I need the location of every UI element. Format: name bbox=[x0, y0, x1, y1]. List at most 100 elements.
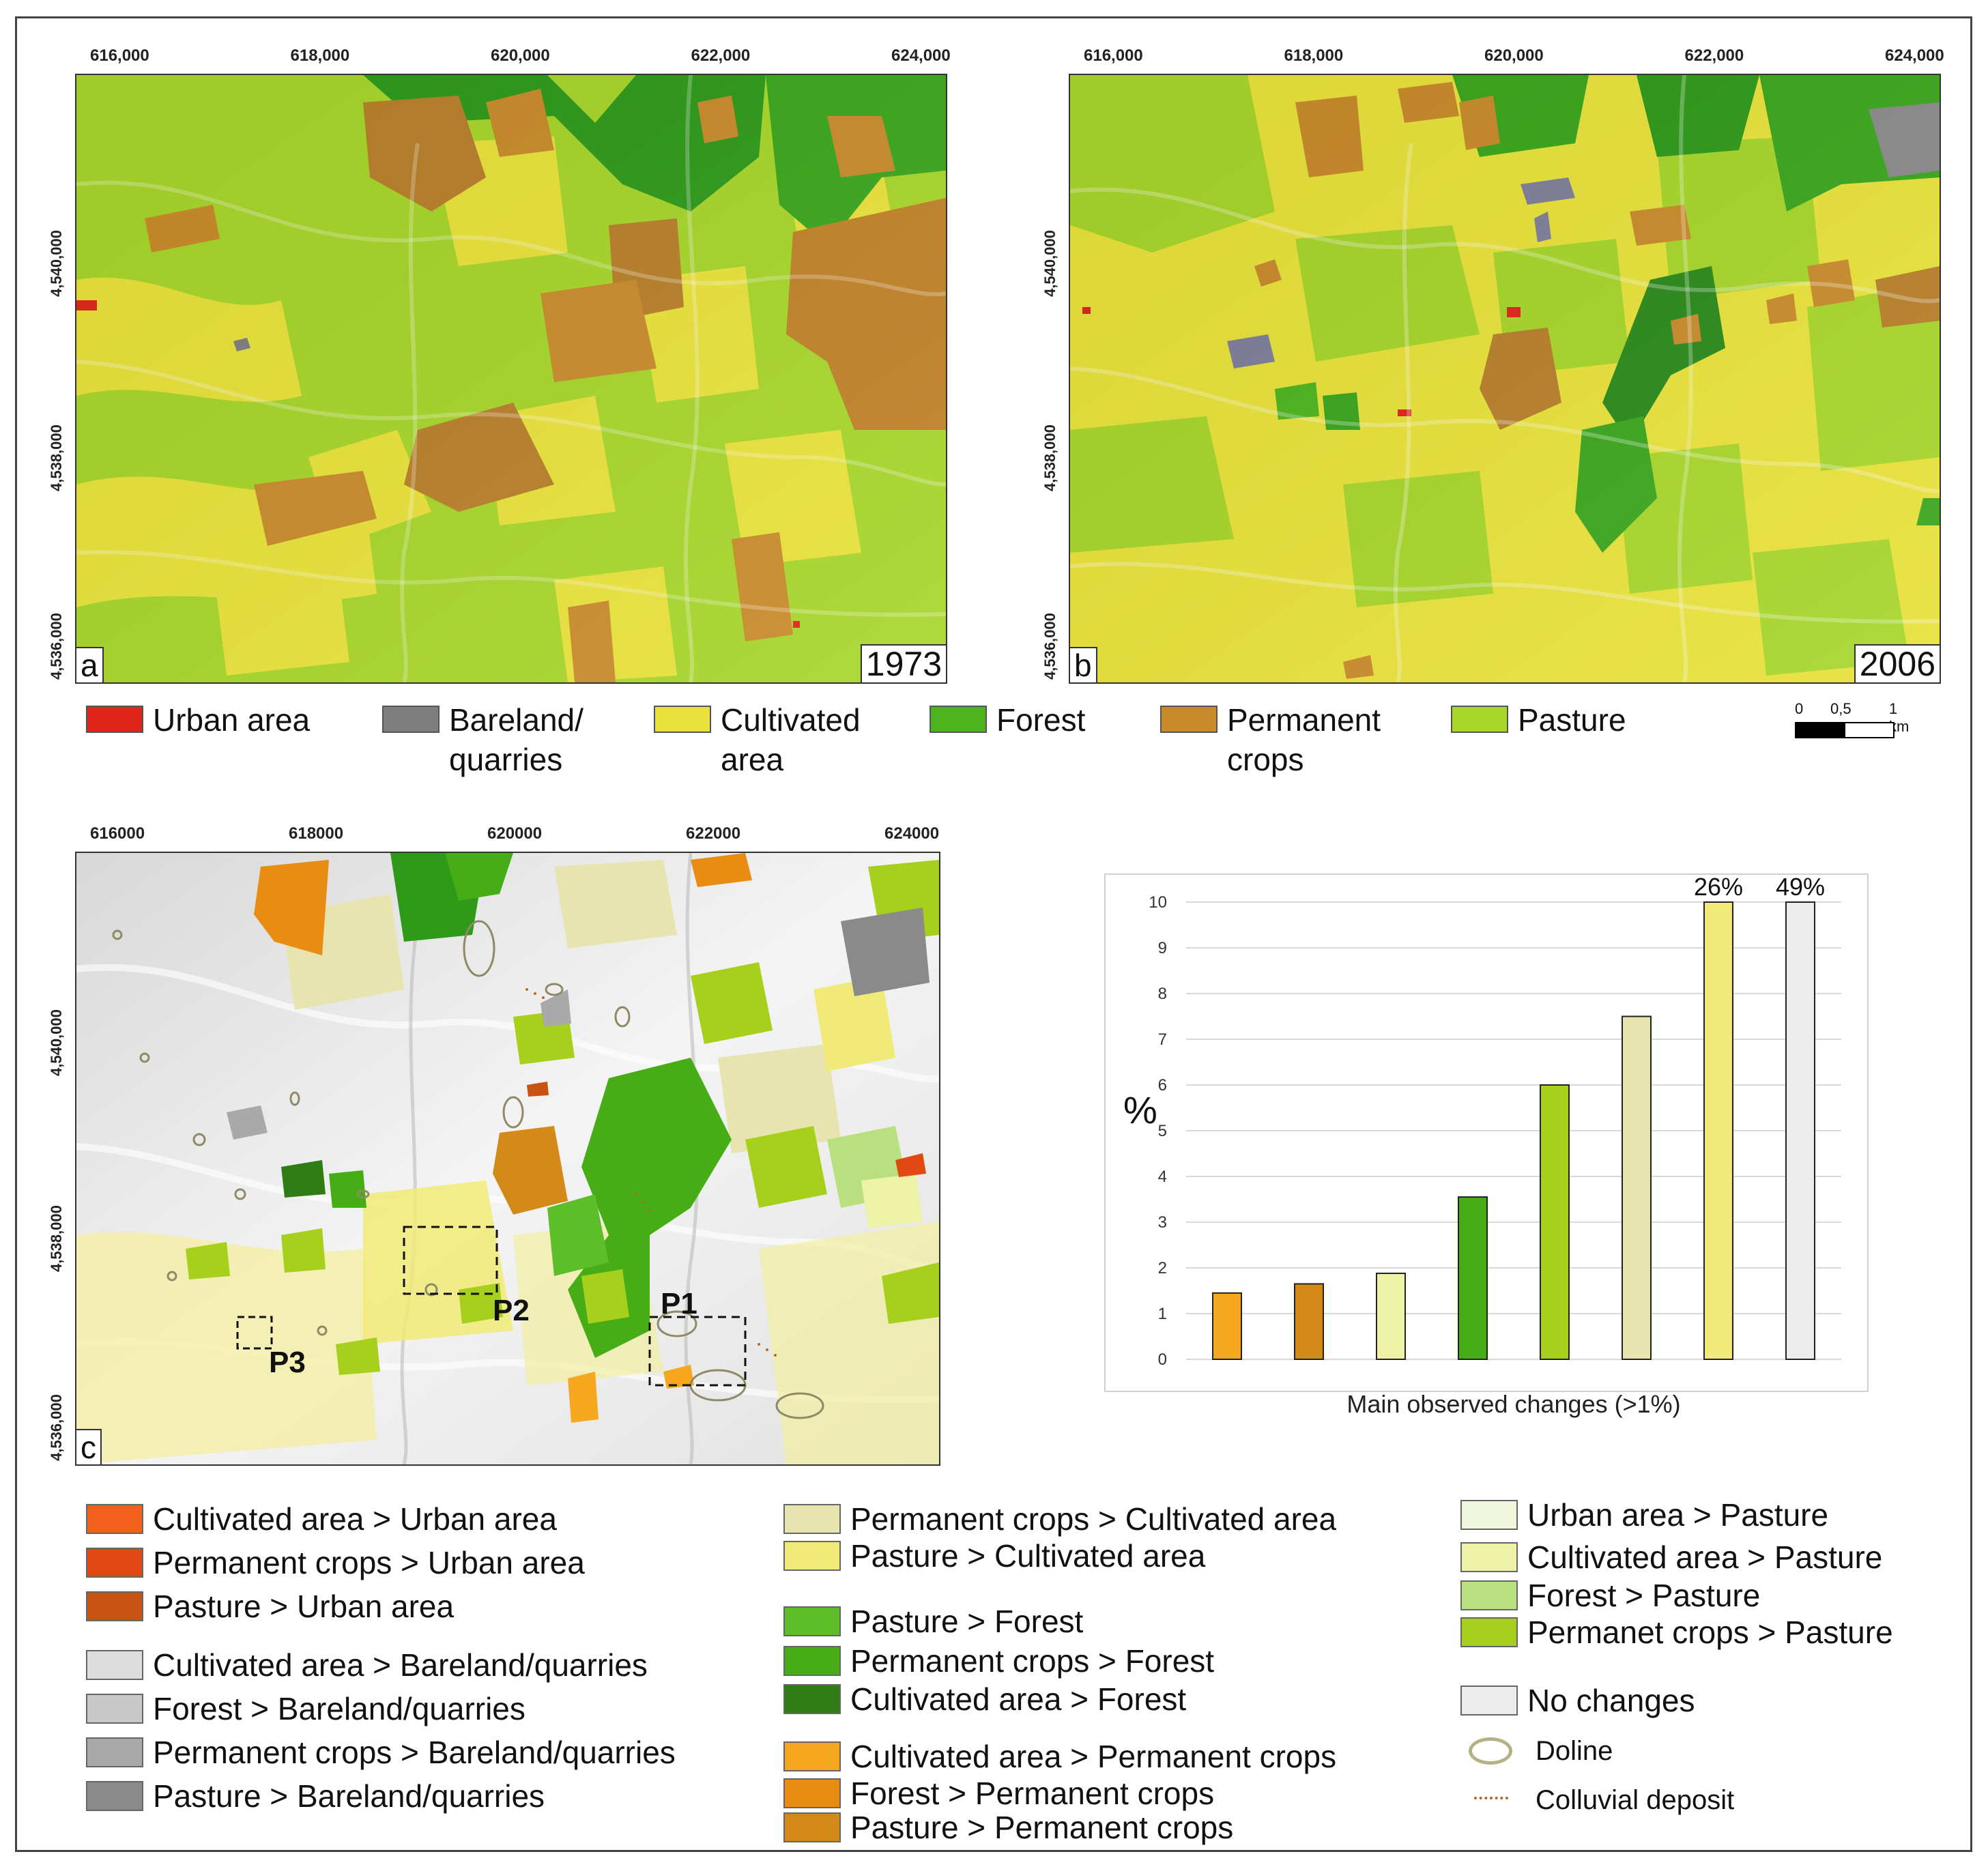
panel-letter-c: c bbox=[76, 1429, 102, 1464]
change-swatch bbox=[1460, 1542, 1518, 1572]
map-panel-c: P1 P2 P3 c bbox=[75, 852, 940, 1466]
map-c-x-tick: 620000 bbox=[487, 824, 543, 843]
y-tick-label: 4 bbox=[1158, 1168, 1167, 1186]
change-legend-label: Pasture > Forest bbox=[850, 1604, 1084, 1639]
panel-letter-b: b bbox=[1070, 647, 1097, 682]
change-swatch bbox=[783, 1741, 841, 1771]
panel-year-b: 2006 bbox=[1854, 644, 1940, 682]
y-tick-label: 10 bbox=[1149, 893, 1167, 912]
map-b-land-use bbox=[1070, 75, 1940, 682]
bar bbox=[1785, 901, 1815, 1360]
change-legend-label: Doline bbox=[1536, 1736, 1613, 1766]
map-c-y-tick: 4,536,000 bbox=[48, 1394, 65, 1462]
data-label: 49% bbox=[1776, 873, 1825, 901]
change-legend-item: Pasture > Cultivated area bbox=[783, 1537, 1205, 1575]
map-a-land-use bbox=[76, 75, 946, 682]
bar bbox=[1703, 901, 1733, 1360]
change-legend-label: Pasture > Permanent crops bbox=[850, 1810, 1234, 1845]
change-swatch bbox=[86, 1694, 143, 1724]
change-legend-item: Cultivated area > Permanent crops bbox=[783, 1737, 1336, 1776]
legend-label: Pasture bbox=[1518, 702, 1626, 738]
change-swatch bbox=[86, 1591, 143, 1621]
change-swatch bbox=[783, 1778, 841, 1808]
change-legend-item: Pasture > Urban area bbox=[86, 1587, 454, 1625]
change-legend-label: Permanet crops > Pasture bbox=[1527, 1615, 1893, 1650]
legend-swatch bbox=[654, 706, 711, 733]
map-panel-b: b 2006 bbox=[1069, 74, 1941, 684]
change-legend-item: Cultivated area > Bareland/quarries bbox=[86, 1646, 648, 1684]
change-swatch bbox=[1460, 1617, 1518, 1647]
change-swatch bbox=[86, 1504, 143, 1534]
land-use-legend-item: Forest bbox=[930, 700, 1085, 740]
change-legend-item: Permanent crops > Urban area bbox=[86, 1544, 585, 1582]
y-tick-label: 8 bbox=[1158, 985, 1167, 1003]
legend-label: Bareland/ quarries bbox=[449, 702, 584, 777]
change-swatch bbox=[783, 1646, 841, 1676]
y-tick-label: 6 bbox=[1158, 1076, 1167, 1095]
legend-label: Permanent crops bbox=[1227, 702, 1381, 777]
change-legend-item: Colluvial deposit bbox=[1460, 1781, 1734, 1819]
change-legend-label: Cultivated area > Permanent crops bbox=[850, 1739, 1337, 1774]
change-legend-label: Cultivated area > Bareland/quarries bbox=[153, 1647, 648, 1683]
y-tick-label: 5 bbox=[1158, 1122, 1167, 1140]
change-legend-item: Permanet crops > Pasture bbox=[1460, 1613, 1893, 1651]
map-b-x-tick: 622,000 bbox=[1684, 46, 1744, 65]
panel-year-a: 1973 bbox=[860, 644, 946, 682]
change-legend-label: Forest > Permanent crops bbox=[850, 1776, 1215, 1811]
change-swatch bbox=[86, 1650, 143, 1680]
change-legend-item: Pasture > Permanent crops bbox=[783, 1808, 1233, 1847]
change-legend-item: Urban area > Pasture bbox=[1460, 1496, 1828, 1534]
plot-label-p1: P1 bbox=[661, 1287, 697, 1320]
map-b-y-tick: 4,536,000 bbox=[1041, 612, 1058, 680]
land-use-legend-item: Cultivated area bbox=[654, 700, 861, 779]
land-use-legend-item: Permanent crops bbox=[1160, 700, 1381, 779]
panel-letter-a: a bbox=[76, 647, 104, 682]
map-a-x-tick: 618,000 bbox=[290, 46, 350, 65]
map-c-x-tick: 618000 bbox=[289, 824, 344, 843]
legend-swatch bbox=[930, 706, 987, 733]
change-legend-label: Permanent crops > Urban area bbox=[153, 1545, 585, 1580]
map-a-x-tick: 622,000 bbox=[691, 46, 751, 65]
change-swatch bbox=[86, 1781, 143, 1811]
change-legend-item: Cultivated area > Pasture bbox=[1460, 1538, 1882, 1576]
map-c-y-tick: 4,540,000 bbox=[48, 1009, 65, 1076]
y-tick-label: 1 bbox=[1158, 1305, 1167, 1323]
change-legend-label: No changes bbox=[1527, 1683, 1695, 1718]
change-legend-label: Pasture > Cultivated area bbox=[850, 1538, 1206, 1574]
change-legend-label: Permanent crops > Forest bbox=[850, 1643, 1215, 1679]
legend-label: Forest bbox=[996, 702, 1086, 738]
bar-chart: 0 1 2 3 4 5 6 7 8 9 10 26% 49%% Main observed changes… bbox=[1104, 873, 1869, 1418]
scale-bar-white bbox=[1844, 722, 1895, 738]
change-legend-label: Pasture > Bareland/quarries bbox=[153, 1778, 545, 1814]
legend-swatch bbox=[1451, 706, 1508, 733]
change-legend-item: Forest > Pasture bbox=[1460, 1576, 1760, 1615]
change-legend-label: Pasture > Urban area bbox=[153, 1589, 455, 1624]
change-swatch bbox=[783, 1541, 841, 1571]
change-swatch bbox=[1460, 1685, 1518, 1716]
map-b-y-tick: 4,540,000 bbox=[1041, 230, 1058, 297]
change-swatch bbox=[783, 1606, 841, 1636]
bar-chart-svg: 0 1 2 3 4 5 6 7 8 9 10 26% 49%% Main observed changes… bbox=[1104, 873, 1869, 1418]
change-legend-label: Cultivated area > Urban area bbox=[153, 1501, 557, 1537]
change-swatch bbox=[783, 1684, 841, 1714]
map-c-x-tick: 616000 bbox=[90, 824, 145, 843]
map-a-y-tick: 4,536,000 bbox=[48, 612, 65, 680]
change-legend-label: Permanent crops > Cultivated area bbox=[850, 1501, 1337, 1537]
change-legend-item: Cultivated area > Urban area bbox=[86, 1500, 557, 1538]
bar bbox=[1294, 1283, 1324, 1361]
bar bbox=[1540, 1084, 1570, 1360]
y-tick-label: 0 bbox=[1158, 1350, 1167, 1369]
legend-swatch bbox=[382, 706, 440, 733]
map-a-x-tick: 624,000 bbox=[891, 46, 951, 65]
map-c-y-tick: 4,538,000 bbox=[48, 1204, 65, 1272]
map-c-x-tick: 622000 bbox=[686, 824, 741, 843]
figure-frame bbox=[15, 16, 1972, 1852]
map-a-y-tick: 4,540,000 bbox=[48, 230, 65, 297]
legend-label: Urban area bbox=[153, 702, 311, 738]
change-legend-item: Pasture > Forest bbox=[783, 1602, 1083, 1640]
change-swatch bbox=[1460, 1580, 1518, 1610]
map-a-x-tick: 616,000 bbox=[90, 46, 149, 65]
map-b-y-tick: 4,538,000 bbox=[1041, 424, 1058, 491]
bar bbox=[1458, 1196, 1488, 1360]
data-label: 26% bbox=[1694, 873, 1743, 901]
